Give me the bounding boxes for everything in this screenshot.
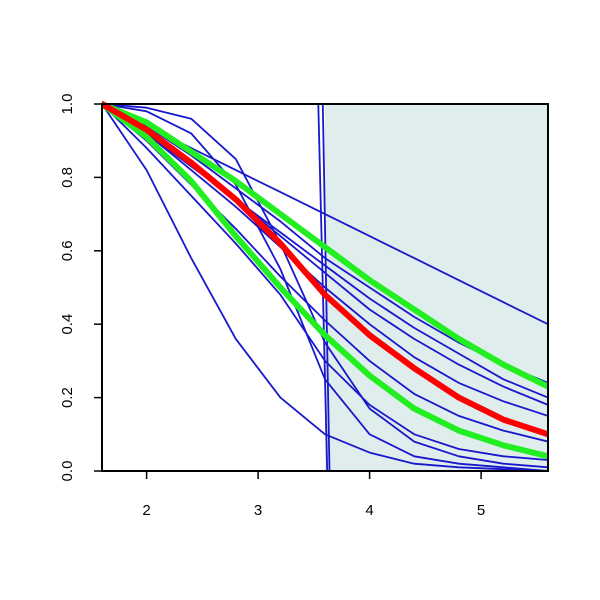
curve <box>102 101 548 460</box>
y-tick-label: 0.8 <box>59 167 76 188</box>
x-tick-label: 3 <box>254 502 262 519</box>
y-tick-label: 0.0 <box>59 461 76 482</box>
plot-frame <box>101 103 549 472</box>
shaded-region <box>325 104 548 471</box>
y-tick-label: 0.4 <box>59 314 76 335</box>
x-tick-label: 2 <box>142 502 150 519</box>
y-tick-label: 0.6 <box>59 240 76 261</box>
curve <box>102 101 548 390</box>
y-tick-label: 1.0 <box>59 94 76 115</box>
curve <box>102 103 548 417</box>
curve <box>102 101 548 438</box>
x-tick-label: 5 <box>477 502 485 519</box>
x-tick-label: 4 <box>365 502 373 519</box>
y-tick-label: 0.2 <box>59 387 76 408</box>
curve <box>102 103 548 471</box>
